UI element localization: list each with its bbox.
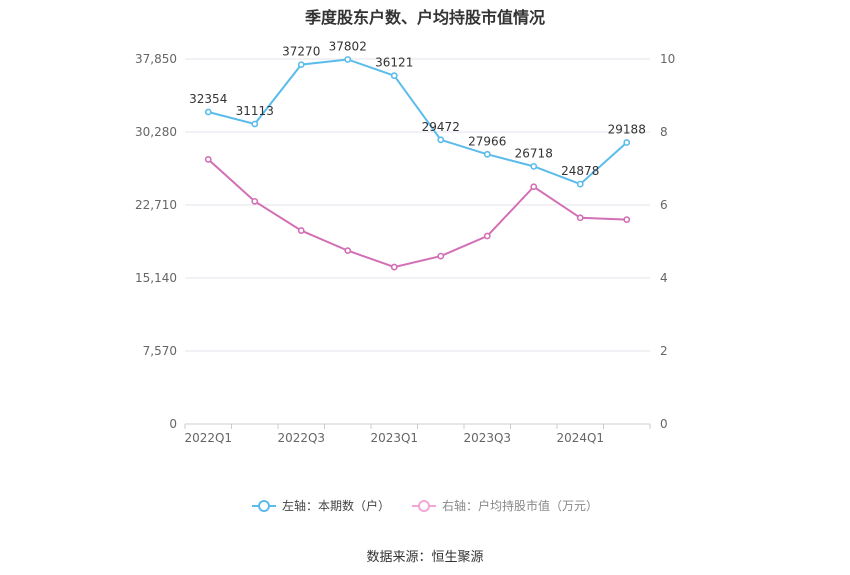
legend-label-households: 左轴：本期数（户） <box>281 499 390 513</box>
data-point <box>483 232 491 240</box>
data-point <box>297 227 305 234</box>
data-label: 29188 <box>608 123 646 137</box>
legend-marker-avg-value <box>412 499 436 512</box>
data-point <box>437 252 445 260</box>
left-axis-tick-label: 7,570 <box>143 344 177 358</box>
x-axis-tick-label: 2022Q1 <box>184 431 232 445</box>
data-point <box>623 216 631 223</box>
data-label: 37270 <box>282 45 320 59</box>
data-point <box>483 150 491 158</box>
data-point <box>204 155 212 163</box>
data-point <box>530 183 538 191</box>
data-point <box>437 136 445 144</box>
data-label: 26718 <box>515 146 553 160</box>
data-point <box>576 180 584 188</box>
chart-title: 季度股东户数、户均持股市值情况 <box>304 8 545 27</box>
data-point <box>297 61 305 68</box>
data-label: 37802 <box>329 39 367 53</box>
x-axis-tick-label: 2023Q1 <box>370 431 418 445</box>
data-point <box>623 139 631 146</box>
data-point <box>344 247 352 255</box>
right-axis-tick-label: 10 <box>660 52 675 66</box>
x-axis-tick-label: 2022Q3 <box>277 431 325 445</box>
legend-item-avg-value[interactable]: 右轴：户均持股市值（万元） <box>412 497 598 514</box>
data-point <box>251 197 259 205</box>
left-axis-tick-label: 0 <box>169 417 177 431</box>
data-point <box>390 263 398 271</box>
data-label: 32354 <box>189 92 227 106</box>
right-axis-tick-label: 0 <box>660 417 668 431</box>
series-line-households <box>208 58 628 186</box>
data-point <box>251 120 259 128</box>
right-axis-tick-label: 8 <box>660 125 668 139</box>
data-point <box>390 72 398 80</box>
legend-label-avg-value: 右轴：户均持股市值（万元） <box>442 499 599 513</box>
data-source: 数据来源：恒生聚源 <box>366 550 484 565</box>
data-label: 27966 <box>468 134 506 148</box>
chart-legend: 左轴：本期数（户） 右轴：户均持股市值（万元） <box>0 497 850 514</box>
data-point <box>204 108 212 116</box>
data-label: 24878 <box>561 164 599 178</box>
right-axis-tick-label: 2 <box>660 344 668 358</box>
legend-item-households[interactable]: 左轴：本期数（户） <box>251 497 390 514</box>
left-axis-tick-label: 37,850 <box>135 52 177 66</box>
data-point <box>530 162 538 170</box>
left-axis-tick-label: 30,280 <box>135 125 177 139</box>
x-axis-tick-label: 2023Q3 <box>463 431 511 445</box>
series-line-avg-value <box>207 158 627 269</box>
data-label: 31113 <box>236 104 274 118</box>
left-axis-tick-label: 22,710 <box>135 198 177 212</box>
right-axis-tick-label: 4 <box>660 271 668 285</box>
right-axis-tick-label: 6 <box>660 198 668 212</box>
data-label: 29472 <box>422 120 460 134</box>
left-axis-tick-label: 15,140 <box>135 271 177 285</box>
data-label: 36121 <box>375 56 413 70</box>
x-axis-tick-label: 2024Q1 <box>556 431 604 445</box>
legend-marker-households <box>251 499 276 512</box>
data-point <box>344 56 352 63</box>
data-point <box>576 214 584 222</box>
